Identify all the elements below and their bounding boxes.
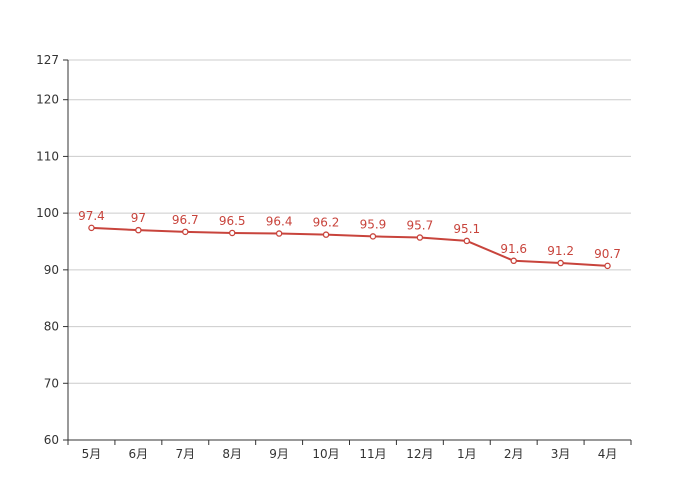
data-point-marker[interactable]	[369, 233, 377, 240]
y-axis-label: 90	[44, 263, 59, 277]
series-line	[91, 226, 608, 267]
y-axis-label: 70	[44, 376, 59, 390]
x-axis-label: 9月	[269, 447, 289, 461]
x-axis-label: 10月	[312, 447, 339, 461]
x-axis-label: 11月	[359, 447, 386, 461]
x-axis-label: 2月	[504, 447, 524, 461]
data-point-marker[interactable]	[275, 230, 283, 237]
y-axis-label: 100	[36, 206, 59, 220]
x-axis-label: 8月	[222, 447, 242, 461]
y-axis-label: 80	[44, 320, 59, 334]
data-label: 96.4	[266, 215, 293, 229]
x-axis-label: 3月	[551, 447, 571, 461]
data-label: 96.7	[172, 213, 199, 227]
data-label: 90.7	[594, 247, 621, 261]
x-axis-label: 12月	[406, 447, 433, 461]
x-axis-label: 1月	[457, 447, 477, 461]
data-point-marker[interactable]	[604, 262, 611, 270]
x-axis-label: 7月	[175, 447, 195, 461]
y-axis-label: 110	[36, 149, 59, 163]
data-label: 91.2	[547, 244, 574, 258]
data-label: 96.2	[313, 216, 340, 230]
data-label: 97.4	[78, 209, 105, 223]
x-axis-label: 4月	[598, 447, 618, 461]
data-label: 95.9	[360, 217, 387, 231]
y-axis-label: 60	[44, 433, 59, 447]
data-point-marker[interactable]	[182, 228, 189, 236]
data-label: 96.5	[219, 214, 246, 228]
data-label: 95.1	[453, 222, 480, 236]
y-axis-label: 127	[36, 53, 59, 67]
data-label: 91.6	[500, 242, 527, 256]
data-point-marker[interactable]	[416, 234, 424, 241]
y-axis-label: 120	[36, 93, 59, 107]
data-point-marker[interactable]	[135, 226, 142, 234]
data-point-marker[interactable]	[228, 229, 236, 237]
data-point-marker[interactable]	[557, 259, 564, 267]
data-label: 97	[131, 211, 146, 225]
data-point-marker[interactable]	[463, 237, 471, 245]
x-axis-label: 6月	[129, 447, 149, 461]
data-point-marker[interactable]	[322, 231, 330, 238]
data-label: 95.7	[407, 219, 434, 233]
x-axis-label: 5月	[82, 447, 102, 461]
data-point-marker[interactable]	[510, 257, 517, 265]
data-point-marker[interactable]	[88, 224, 95, 232]
